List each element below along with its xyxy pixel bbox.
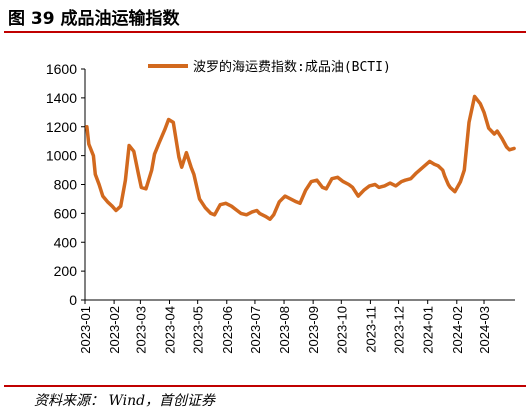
x-tick-label: 2023-01 [78,306,93,354]
top-rule [4,31,526,33]
x-tick-label: 2023-03 [133,306,148,354]
y-tick-label: 1200 [46,119,77,135]
y-axis-ticks: 0 200 400 600 800 1000 1200 1400 1600 [46,61,85,308]
x-tick-label: 2023-09 [306,306,321,354]
series-group [85,94,516,221]
x-tick-label: 2024-02 [450,306,465,354]
x-tick-label: 2024-01 [421,306,436,354]
x-tick-label: 2023-10 [334,306,349,354]
legend-label: 波罗的海运费指数:成品油(BCTI) [193,59,391,75]
y-tick-label: 1400 [46,90,77,106]
bottom-rule [4,385,526,387]
x-tick-label: 2023-12 [392,306,407,354]
x-tick-label: 2023-05 [191,306,206,354]
y-tick-label: 1000 [46,148,77,164]
legend: 波罗的海运费指数:成品油(BCTI) [148,59,391,75]
x-tick-label: 2024-03 [477,306,492,354]
y-tick-label: 400 [54,234,78,250]
x-axis-ticks: 2023-01 2023-02 2023-03 2023-04 2023-05 2023-… [78,300,492,354]
x-tick-label: 2023-07 [248,306,263,354]
x-tick-label: 2023-06 [220,306,235,354]
figure-title: 图 39 成品油运输指数 [8,9,180,29]
x-tick-label: 2023-11 [363,306,378,353]
y-tick-label: 1600 [46,61,77,77]
y-tick-label: 600 [54,205,78,221]
x-tick-label: 2023-08 [277,306,292,354]
source-note: 资料来源： Wind，首创证券 [34,393,216,409]
axes [84,69,515,301]
x-tick-label: 2023-02 [107,306,122,354]
y-tick-label: 0 [69,292,77,308]
x-tick-label: 2023-04 [162,306,177,354]
y-tick-label: 800 [54,177,78,193]
y-tick-label: 200 [54,263,78,279]
series-line [85,94,516,221]
